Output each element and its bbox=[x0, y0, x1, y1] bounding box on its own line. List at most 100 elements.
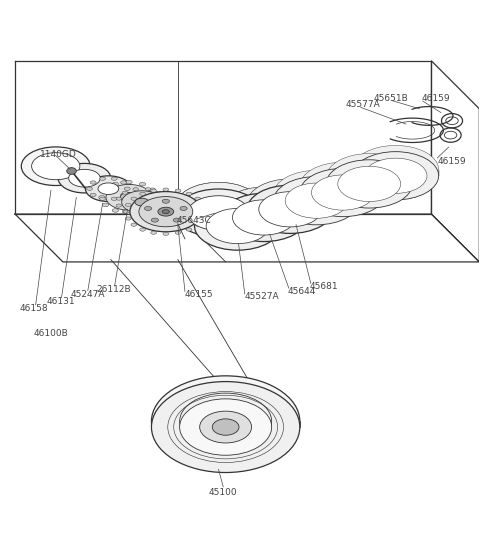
Ellipse shape bbox=[140, 192, 145, 195]
Ellipse shape bbox=[180, 399, 272, 455]
Ellipse shape bbox=[116, 197, 121, 200]
Ellipse shape bbox=[274, 171, 360, 219]
Ellipse shape bbox=[162, 197, 168, 200]
Ellipse shape bbox=[21, 147, 90, 186]
Text: 45651B: 45651B bbox=[374, 94, 409, 103]
Ellipse shape bbox=[175, 182, 262, 231]
Ellipse shape bbox=[180, 206, 187, 211]
Ellipse shape bbox=[145, 188, 151, 191]
Ellipse shape bbox=[149, 203, 156, 207]
Ellipse shape bbox=[120, 181, 127, 184]
Text: 46131: 46131 bbox=[46, 297, 75, 306]
Ellipse shape bbox=[158, 207, 174, 216]
Ellipse shape bbox=[102, 188, 108, 192]
Text: 45577A: 45577A bbox=[345, 100, 380, 110]
Ellipse shape bbox=[247, 179, 333, 227]
Ellipse shape bbox=[162, 210, 169, 214]
Ellipse shape bbox=[194, 202, 281, 250]
Ellipse shape bbox=[99, 177, 106, 180]
Ellipse shape bbox=[175, 189, 262, 237]
Ellipse shape bbox=[135, 198, 149, 206]
Ellipse shape bbox=[99, 197, 106, 200]
Ellipse shape bbox=[152, 382, 300, 472]
Ellipse shape bbox=[112, 182, 119, 186]
Text: 45247A: 45247A bbox=[70, 290, 105, 299]
Ellipse shape bbox=[186, 192, 192, 195]
Text: 1140GD: 1140GD bbox=[40, 150, 77, 159]
Ellipse shape bbox=[162, 204, 168, 207]
Ellipse shape bbox=[106, 185, 152, 210]
Ellipse shape bbox=[133, 213, 138, 217]
Ellipse shape bbox=[152, 376, 300, 467]
Ellipse shape bbox=[200, 411, 252, 443]
Ellipse shape bbox=[201, 203, 206, 206]
Ellipse shape bbox=[85, 176, 132, 201]
Ellipse shape bbox=[364, 158, 427, 193]
Ellipse shape bbox=[140, 228, 145, 231]
Ellipse shape bbox=[175, 231, 181, 235]
Ellipse shape bbox=[352, 151, 439, 200]
Ellipse shape bbox=[131, 197, 137, 200]
Ellipse shape bbox=[285, 183, 348, 218]
Text: 26112B: 26112B bbox=[96, 285, 131, 294]
Ellipse shape bbox=[175, 189, 181, 192]
Ellipse shape bbox=[259, 192, 322, 227]
Ellipse shape bbox=[195, 197, 201, 200]
Ellipse shape bbox=[112, 209, 119, 212]
Ellipse shape bbox=[151, 231, 156, 235]
Ellipse shape bbox=[126, 180, 132, 184]
Ellipse shape bbox=[130, 192, 202, 232]
Ellipse shape bbox=[206, 209, 269, 244]
Ellipse shape bbox=[120, 192, 138, 202]
Ellipse shape bbox=[123, 210, 129, 213]
Ellipse shape bbox=[188, 195, 250, 230]
Ellipse shape bbox=[326, 160, 412, 208]
Ellipse shape bbox=[221, 187, 307, 235]
Ellipse shape bbox=[145, 213, 151, 217]
Text: 46155: 46155 bbox=[185, 290, 214, 299]
Ellipse shape bbox=[163, 188, 168, 191]
Ellipse shape bbox=[111, 177, 117, 180]
Ellipse shape bbox=[203, 210, 208, 213]
Ellipse shape bbox=[312, 175, 374, 210]
Text: 46100B: 46100B bbox=[33, 329, 68, 338]
Ellipse shape bbox=[122, 210, 128, 213]
Ellipse shape bbox=[247, 185, 333, 233]
Ellipse shape bbox=[32, 153, 80, 180]
Ellipse shape bbox=[153, 195, 159, 199]
Text: 45681: 45681 bbox=[310, 282, 338, 291]
Ellipse shape bbox=[98, 183, 119, 194]
Ellipse shape bbox=[162, 199, 169, 203]
Text: 45643C: 45643C bbox=[177, 216, 212, 225]
Ellipse shape bbox=[131, 223, 137, 226]
Ellipse shape bbox=[156, 191, 161, 194]
Text: 45527A: 45527A bbox=[245, 292, 279, 301]
Ellipse shape bbox=[221, 193, 307, 242]
Ellipse shape bbox=[90, 193, 96, 197]
Ellipse shape bbox=[120, 193, 127, 197]
Ellipse shape bbox=[144, 206, 152, 211]
Ellipse shape bbox=[352, 146, 439, 194]
Text: 46159: 46159 bbox=[437, 157, 466, 166]
Ellipse shape bbox=[300, 162, 386, 211]
Ellipse shape bbox=[69, 169, 100, 187]
Ellipse shape bbox=[326, 154, 412, 202]
Ellipse shape bbox=[194, 195, 281, 244]
Ellipse shape bbox=[122, 191, 128, 194]
Ellipse shape bbox=[195, 223, 201, 226]
Text: 46158: 46158 bbox=[20, 304, 48, 313]
Ellipse shape bbox=[201, 217, 206, 220]
Ellipse shape bbox=[338, 166, 401, 201]
Ellipse shape bbox=[111, 197, 117, 200]
Ellipse shape bbox=[151, 218, 158, 222]
Ellipse shape bbox=[232, 200, 295, 235]
Ellipse shape bbox=[163, 232, 168, 236]
Ellipse shape bbox=[274, 176, 360, 225]
Ellipse shape bbox=[98, 195, 105, 199]
Ellipse shape bbox=[126, 211, 132, 214]
Text: 46159: 46159 bbox=[422, 94, 451, 103]
Ellipse shape bbox=[116, 204, 121, 207]
Ellipse shape bbox=[86, 187, 93, 191]
Ellipse shape bbox=[124, 187, 130, 191]
Ellipse shape bbox=[173, 218, 180, 222]
